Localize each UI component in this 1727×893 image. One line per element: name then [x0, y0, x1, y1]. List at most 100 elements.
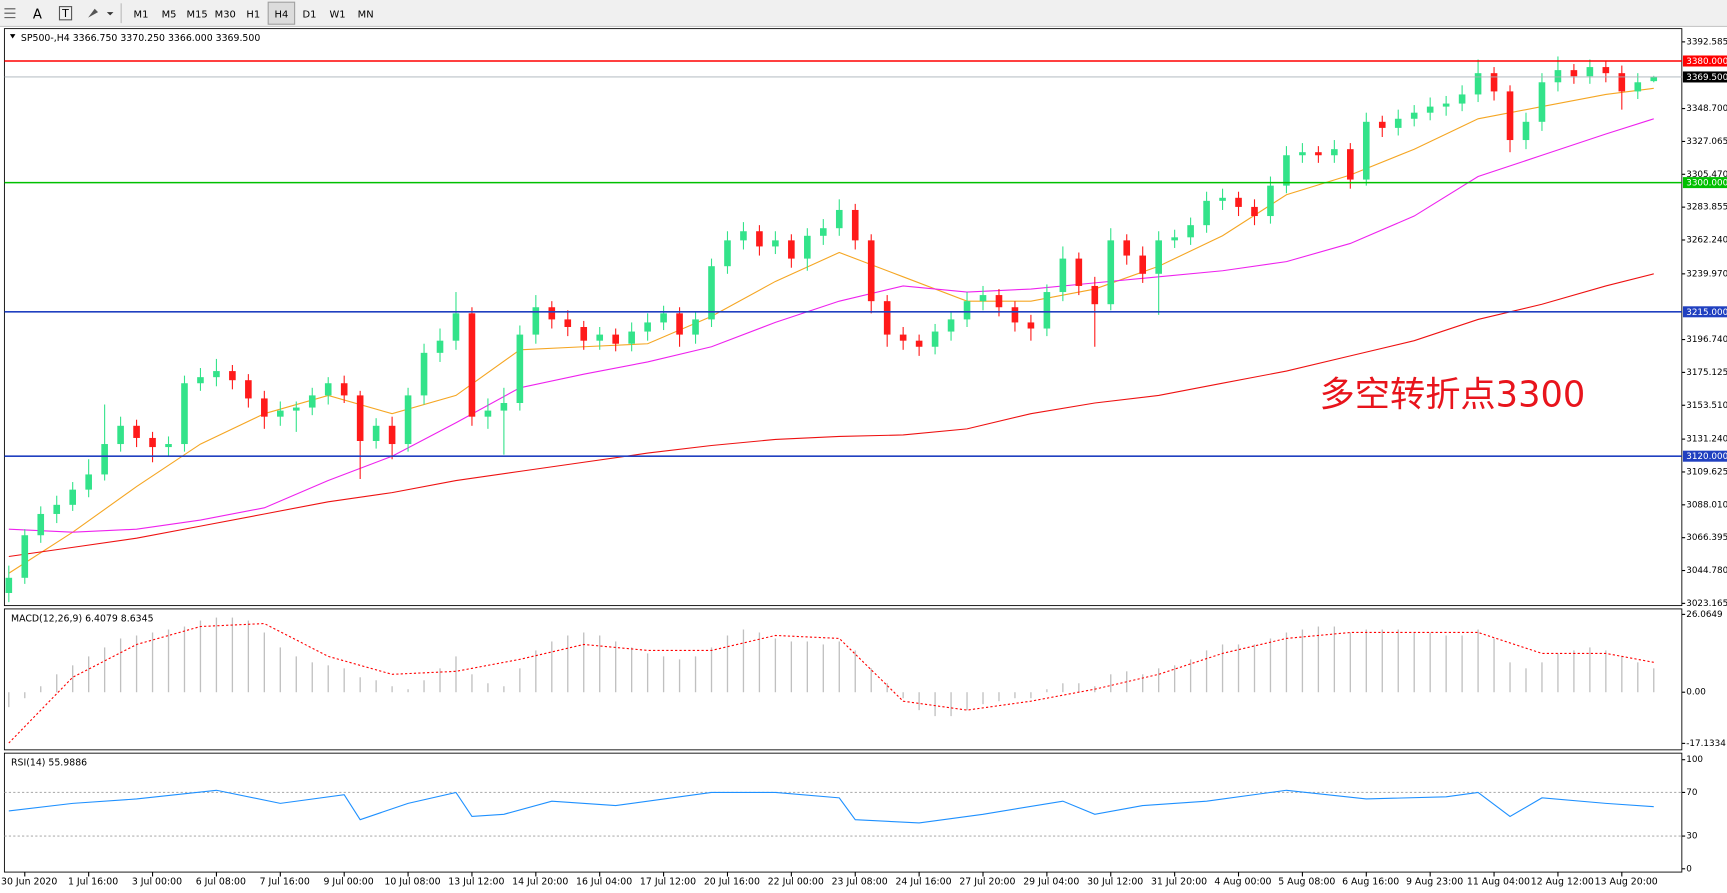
crosshair-tool[interactable] [4, 8, 16, 19]
y-tick-label: 3044.780 [1686, 566, 1727, 576]
y-tick-label: 3196.740 [1686, 335, 1727, 345]
candle-body [356, 395, 364, 441]
macd-bar [359, 677, 361, 693]
candle-body [1378, 121, 1386, 128]
timeframe-button[interactable]: H1 [246, 9, 260, 20]
macd-bar [471, 674, 473, 693]
candle-body [197, 377, 204, 384]
timeframe-button[interactable]: M30 [215, 9, 236, 20]
macd-bar [646, 653, 649, 693]
y-tick-label: 3348.700 [1686, 104, 1727, 114]
macd-bar [1413, 632, 1415, 693]
x-tick-label: 13 Jul 12:00 [448, 876, 504, 887]
candle-body [308, 395, 316, 408]
candle-body [324, 383, 332, 396]
y-tick-label: -17.1334 [1686, 739, 1726, 749]
macd-bar [1014, 692, 1016, 699]
panel-title: RSI(14) 55.9886 [11, 758, 87, 769]
y-tick-label: 3066.395 [1686, 533, 1727, 543]
macd-bar [1621, 656, 1623, 693]
macd-bar [231, 617, 234, 693]
macd-bar [1397, 629, 1399, 693]
candle-body [596, 334, 604, 341]
candle-body [660, 313, 667, 323]
level-label: 3300.000 [1686, 179, 1727, 189]
timeframe-button[interactable]: M5 [162, 9, 177, 20]
candle-body [756, 231, 763, 247]
macd-bar [439, 668, 441, 693]
x-tick-label: 11 Aug 04:00 [1467, 876, 1530, 887]
label-tool[interactable]: T [61, 7, 69, 20]
macd-bar [1253, 644, 1256, 693]
x-tick-label: 3 Jul 00:00 [132, 876, 182, 887]
x-tick-label: 6 Aug 16:00 [1342, 876, 1399, 887]
candle-body [1027, 322, 1035, 329]
x-tick-label: 20 Jul 16:00 [704, 876, 760, 887]
candle-body [947, 319, 955, 332]
arrows-tool[interactable] [88, 8, 114, 18]
macd-bar [391, 686, 393, 693]
candle-body [772, 240, 779, 247]
macd-bar [535, 650, 537, 693]
panel-title: MACD(12,26,9) 6.4079 8.6345 [11, 613, 154, 624]
macd-bar [694, 656, 697, 693]
macd-bar [295, 656, 297, 693]
candle-body [1347, 149, 1354, 180]
timeframe-button[interactable]: H4 [275, 9, 289, 20]
macd-bar [1301, 629, 1304, 693]
candle-body [261, 398, 268, 417]
level-label: 3215.000 [1686, 308, 1727, 318]
macd-bar [1525, 668, 1527, 693]
timeframe-button[interactable]: W1 [330, 9, 346, 20]
candle-body [133, 425, 140, 438]
macd-bar [966, 692, 968, 711]
macd-bar [487, 683, 489, 693]
timeframe-button[interactable]: D1 [303, 9, 317, 20]
candle-body [372, 425, 380, 441]
timeframe-button[interactable]: M1 [134, 9, 149, 20]
x-tick-label: 24 Jul 16:00 [895, 876, 951, 887]
candle-body [1123, 240, 1131, 256]
macd-bar [1477, 629, 1479, 693]
level-label: 3380.000 [1686, 57, 1727, 67]
macd-bar [1158, 668, 1160, 693]
macd-bar [710, 647, 713, 693]
candle-body [245, 380, 252, 399]
candle-body [1538, 82, 1546, 122]
signal-line [8, 623, 1654, 744]
macd-bar [1205, 650, 1208, 693]
y-tick-label: 3023.165 [1686, 599, 1727, 609]
candle-body [165, 444, 172, 448]
y-tick-label: 0.00 [1686, 688, 1706, 698]
macd-bar [774, 638, 777, 693]
macd-bar [918, 692, 920, 711]
candle-body [181, 383, 188, 445]
macd-bar [583, 632, 585, 693]
candle-body [468, 313, 476, 417]
candle-body [1203, 200, 1210, 226]
candle-body [804, 235, 811, 259]
macd-bar [1110, 674, 1112, 693]
candle-body [1075, 258, 1083, 286]
y-tick-label: 3305.470 [1686, 170, 1727, 180]
candle-body [117, 425, 124, 445]
macd-bar [1493, 638, 1495, 693]
macd-bar [806, 641, 808, 693]
timeframe-button[interactable]: MN [358, 9, 374, 20]
toolbar: A T [4, 3, 122, 24]
candle-body [883, 301, 891, 335]
macd-bar [1349, 632, 1351, 693]
candle-body [899, 334, 907, 341]
macd-bar [551, 641, 553, 693]
level-label-bg [1682, 450, 1727, 462]
candle-body [85, 474, 92, 490]
macd-bar [854, 650, 856, 693]
timeframe-button[interactable]: M15 [187, 9, 208, 20]
macd-bar [1381, 629, 1383, 693]
text-tool[interactable]: A [33, 7, 42, 22]
candle-body [1474, 73, 1482, 95]
candle-body [931, 331, 939, 347]
moving-average [8, 87, 1654, 574]
macd-bar [215, 617, 218, 693]
